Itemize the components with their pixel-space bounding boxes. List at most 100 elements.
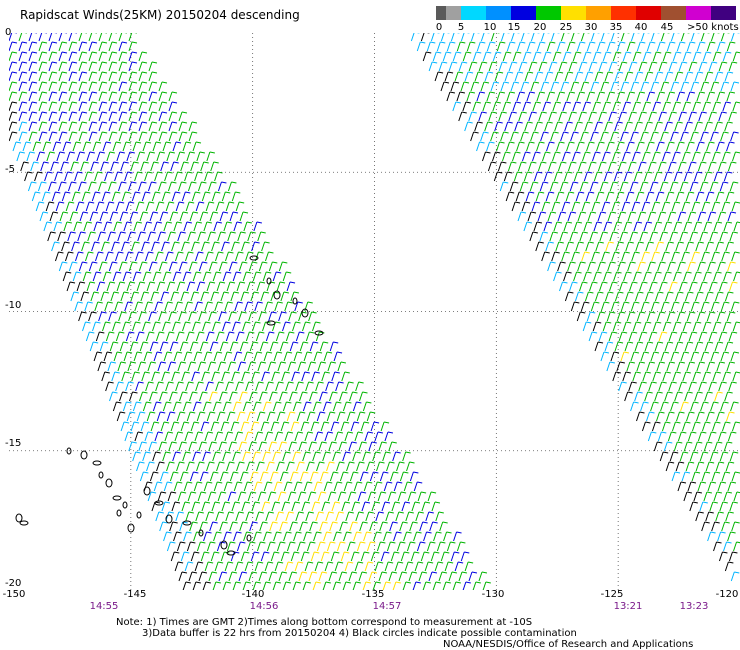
wind-barb	[576, 311, 586, 322]
wind-barb	[603, 171, 613, 182]
wind-barb	[352, 581, 361, 590]
wind-barb	[115, 201, 125, 212]
wind-barb	[68, 261, 78, 272]
wind-barb	[148, 121, 158, 132]
wind-barb	[557, 261, 566, 272]
wind-barb	[694, 121, 703, 132]
wind-barb	[38, 61, 48, 72]
wind-barb	[221, 241, 230, 252]
wind-barb	[508, 61, 518, 72]
wind-barb	[101, 191, 111, 202]
wind-barb	[596, 41, 606, 52]
wind-barb	[712, 51, 722, 62]
wind-barb	[528, 111, 537, 122]
wind-barb	[420, 33, 430, 42]
wind-barb	[666, 311, 676, 322]
wind-barb	[496, 41, 506, 52]
wind-barb	[158, 131, 168, 142]
wind-barb	[616, 311, 626, 322]
wind-barb	[187, 181, 197, 192]
wind-barb	[692, 371, 701, 382]
wind-barb	[81, 191, 91, 202]
wind-barb	[68, 33, 77, 42]
wind-barb	[723, 171, 733, 182]
wind-barb	[536, 91, 546, 102]
wind-barb	[28, 51, 38, 62]
wind-barb	[251, 371, 260, 382]
wind-barb	[416, 41, 426, 52]
wind-barb	[612, 101, 621, 112]
wind-barb	[597, 211, 607, 222]
wind-barb	[405, 511, 414, 522]
wind-barb	[366, 541, 376, 552]
wind-barb	[142, 271, 152, 282]
wind-barb	[606, 361, 615, 372]
wind-barb	[693, 441, 703, 452]
wind-barb	[106, 151, 115, 162]
wind-barb	[18, 131, 28, 142]
wind-barb	[309, 471, 319, 482]
wind-barb	[368, 441, 377, 452]
wind-barb	[302, 581, 311, 590]
wind-barb	[551, 251, 560, 262]
wind-barb	[130, 161, 139, 172]
wind-barb	[703, 171, 713, 182]
wind-barb	[127, 181, 137, 192]
wind-barb	[568, 111, 577, 122]
wind-barb	[540, 81, 550, 92]
wind-barb	[702, 101, 711, 112]
wind-barb	[552, 51, 562, 62]
wind-barb	[257, 231, 266, 242]
wind-barb	[408, 571, 418, 582]
wind-barb	[291, 371, 300, 382]
wind-barb	[456, 91, 466, 102]
wind-barb	[618, 111, 627, 122]
wind-barb	[500, 33, 510, 42]
wind-barb	[514, 71, 524, 82]
wind-barb	[77, 181, 87, 192]
wind-barb	[430, 33, 440, 42]
wind-barb	[723, 441, 733, 452]
wind-barb	[719, 281, 728, 292]
wind-barb	[386, 461, 395, 472]
wind-barb	[567, 261, 576, 272]
wind-barb	[636, 311, 646, 322]
wind-barb	[641, 251, 650, 262]
wind-barb	[599, 181, 609, 192]
wind-barb	[224, 251, 234, 262]
wind-barb	[654, 291, 664, 302]
wind-barb	[179, 471, 189, 482]
wind-barb	[258, 261, 268, 272]
wind-barb	[731, 421, 740, 432]
wind-barb	[168, 111, 178, 122]
wind-barb	[156, 281, 166, 292]
wind-barb	[18, 33, 27, 42]
wind-barb	[107, 231, 116, 242]
wind-barb	[135, 201, 145, 212]
wind-barb	[709, 181, 719, 192]
wind-barb	[176, 411, 186, 422]
wind-barb	[311, 371, 320, 382]
wind-barb	[323, 481, 333, 492]
wind-barb	[159, 521, 168, 532]
wind-barb	[289, 341, 299, 352]
wind-barb	[250, 291, 260, 302]
wind-barb	[137, 361, 147, 372]
wind-barb	[102, 141, 112, 152]
wind-barb	[182, 401, 192, 412]
wind-barb	[151, 241, 160, 252]
wind-barb	[181, 501, 191, 512]
wind-barb	[321, 371, 330, 382]
wind-barb	[634, 71, 644, 82]
wind-barb	[720, 351, 730, 362]
wind-barb	[68, 121, 78, 132]
wind-barb	[657, 431, 667, 442]
wind-barb	[173, 481, 183, 492]
wind-barb	[713, 441, 723, 452]
wind-barb	[401, 501, 411, 512]
wind-barb	[650, 401, 659, 412]
wind-barb	[241, 371, 250, 382]
wind-barb	[148, 261, 158, 272]
wind-barb	[669, 451, 679, 462]
wind-barb	[304, 561, 314, 572]
